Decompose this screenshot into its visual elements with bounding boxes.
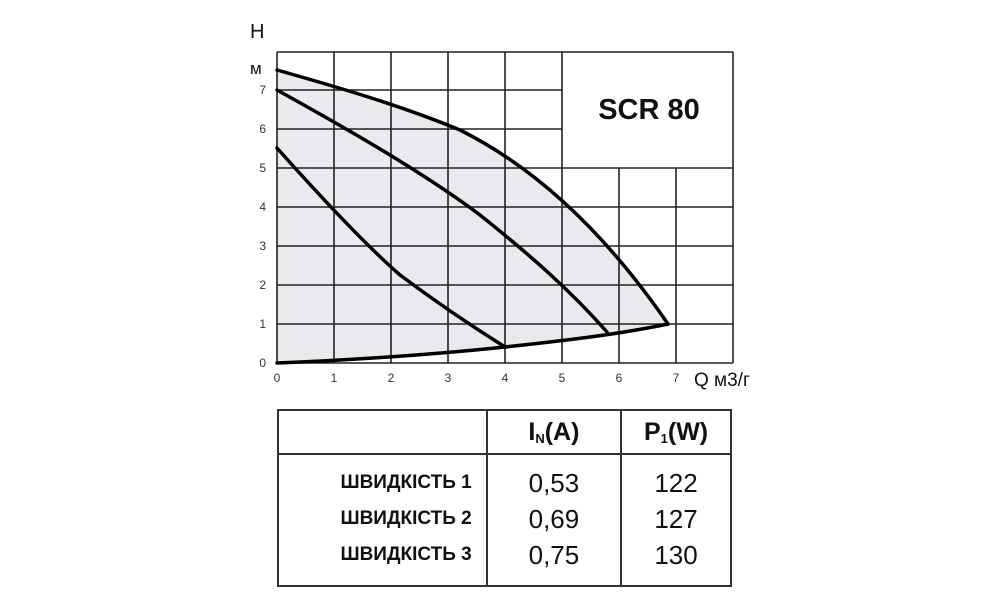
svg-text:2: 2 xyxy=(259,278,266,292)
svg-text:2: 2 xyxy=(388,371,395,385)
pump-performance-chart: SCR 80 H м Q м3/г 0 1 2 3 4 5 6 7 0 1 2 … xyxy=(250,21,750,391)
current-value: 0,69 xyxy=(485,501,622,537)
speed-label: ШВИДКІСТЬ 2 xyxy=(340,508,472,529)
header-current: IN(A) xyxy=(485,410,622,455)
table-row: ШВИДКІСТЬ 3 0,75 130 xyxy=(278,537,731,586)
table-row: ШВИДКІСТЬ 2 0,69 127 xyxy=(278,501,731,537)
model-label: SCR 80 xyxy=(598,94,700,126)
curve-system xyxy=(275,322,670,365)
table-row: ШВИДКІСТЬ 1 0,53 122 xyxy=(278,454,731,501)
power-value: 122 xyxy=(620,454,731,501)
speed-label: ШВИДКІСТЬ 1 xyxy=(340,472,472,493)
header-power: P1(W) xyxy=(620,410,731,455)
current-value: 0,53 xyxy=(485,454,622,501)
table-header-row: IN(A) P1(W) xyxy=(278,410,731,455)
electrical-spec-table: IN(A) P1(W) ШВИДКІСТЬ 1 0,53 122 ШВИДКІС… xyxy=(277,409,732,587)
curve-speed-1 xyxy=(275,146,507,349)
y-axis-letter: H xyxy=(250,21,264,43)
power-value: 130 xyxy=(620,537,731,586)
svg-text:7: 7 xyxy=(259,83,266,97)
svg-text:6: 6 xyxy=(259,122,266,136)
svg-text:5: 5 xyxy=(259,161,266,175)
speed-label: ШВИДКІСТЬ 3 xyxy=(340,544,472,565)
svg-text:1: 1 xyxy=(331,371,338,385)
svg-text:3: 3 xyxy=(259,239,266,253)
svg-text:5: 5 xyxy=(559,371,566,385)
svg-text:7: 7 xyxy=(673,371,680,385)
svg-text:0: 0 xyxy=(259,356,266,370)
svg-text:0: 0 xyxy=(274,371,281,385)
x-axis-label: Q м3/г xyxy=(694,370,750,391)
svg-text:4: 4 xyxy=(502,371,509,385)
header-empty xyxy=(278,410,487,455)
x-axis-ticks: 0 1 2 3 4 5 6 7 xyxy=(274,371,680,385)
power-value: 127 xyxy=(620,501,731,537)
svg-text:3: 3 xyxy=(445,371,452,385)
curve-speed-3 xyxy=(275,68,670,326)
performance-curves xyxy=(275,68,670,365)
y-axis-unit: м xyxy=(250,59,262,78)
svg-text:6: 6 xyxy=(616,371,623,385)
current-value: 0,75 xyxy=(485,537,622,586)
operating-area-fill xyxy=(277,70,668,363)
svg-text:4: 4 xyxy=(259,200,266,214)
svg-text:1: 1 xyxy=(259,317,266,331)
curve-speed-2 xyxy=(275,88,609,334)
y-axis-ticks: 0 1 2 3 4 5 6 7 xyxy=(259,83,266,370)
